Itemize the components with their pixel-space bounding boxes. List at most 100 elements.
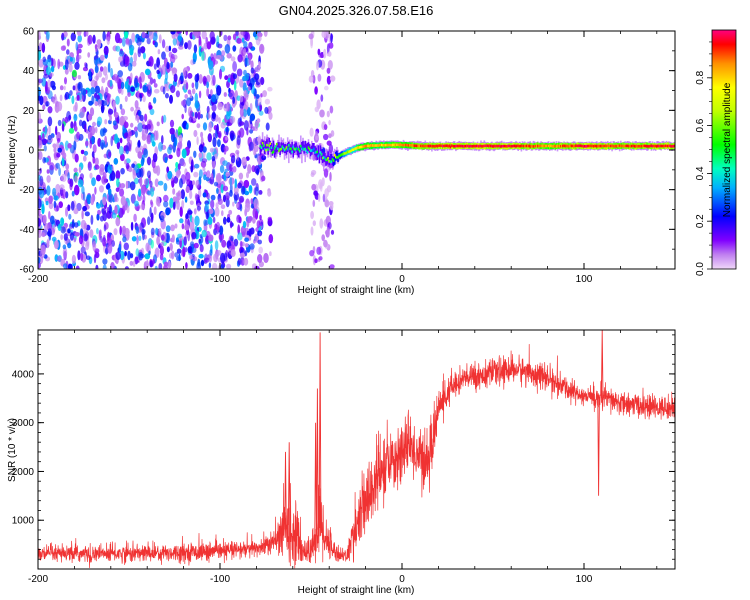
heatmap-noise-cell <box>226 263 232 269</box>
heatmap-noise-cell <box>150 216 154 223</box>
heatmap-signal-core <box>394 143 396 147</box>
heatmap-noise-cell <box>95 264 99 269</box>
snr-spike <box>316 388 319 530</box>
heatmap-signal-core <box>625 144 628 148</box>
heatmap-signal-core <box>567 145 570 148</box>
heatmap-noise-cell <box>155 130 159 141</box>
heatmap-noise-cell <box>212 137 217 148</box>
heatmap-noise-cell <box>170 85 176 94</box>
heatmap-noise-cell <box>246 216 252 224</box>
heatmap-noise-cell <box>176 147 181 158</box>
heatmap-noise-cell <box>108 193 114 203</box>
heatmap-noise-cell <box>249 113 256 121</box>
heatmap-noise-cell <box>192 88 196 95</box>
heatmap-noise-cell <box>230 235 234 242</box>
heatmap-noise-cell <box>39 175 44 187</box>
heatmap-noise-cell <box>149 108 155 116</box>
colorbar-tick-label: 0.0 <box>695 262 706 276</box>
heatmap-noise-cell <box>41 232 46 238</box>
snr-spike <box>597 397 600 496</box>
heatmap-noise-cell <box>177 233 183 239</box>
heatmap-noise-cell <box>124 55 130 67</box>
heatmap-noise-cell <box>221 239 227 248</box>
heatmap-signal-body <box>296 146 299 156</box>
heatmap-noise-cell <box>264 106 269 114</box>
heatmap-noise-cell <box>102 127 107 136</box>
heatmap-noise-cell <box>211 94 217 103</box>
heatmap-noise-cell <box>84 211 90 217</box>
heatmap-noise-cell <box>56 138 61 143</box>
heatmap-noise-cell <box>206 81 210 89</box>
heatmap-noise-cell <box>134 200 139 207</box>
heatmap-y-axis: -60 -40 -20 0 20 40 60 <box>20 27 675 276</box>
heatmap-noise-cell <box>120 81 125 90</box>
heatmap-noise-cell <box>258 96 262 106</box>
heatmap-signal-body <box>330 153 333 163</box>
heatmap-signal-core <box>506 145 508 148</box>
heatmap-noise-cell <box>68 263 73 269</box>
heatmap-signal-core <box>660 144 662 148</box>
heatmap-noise-cell <box>60 45 66 51</box>
heatmap-noise-cell <box>144 178 149 186</box>
heatmap-noise-cell <box>202 122 208 131</box>
heatmap-signal-core <box>365 144 368 148</box>
heatmap-noise-cell <box>135 248 140 257</box>
heatmap-noise-cell <box>54 240 59 250</box>
heatmap-noise-cell <box>119 250 125 261</box>
heatmap-signal-core <box>395 143 397 147</box>
heatmap-noise-cell <box>133 52 138 63</box>
heatmap-signal-core <box>496 144 499 148</box>
heatmap-noise-cell <box>259 104 263 111</box>
heatmap-noise-cell <box>168 45 172 52</box>
heatmap-signal-core <box>542 144 545 148</box>
heatmap-noise-cell <box>178 45 184 50</box>
heatmap-noise-cell <box>254 265 260 269</box>
heatmap-noise-cell <box>329 264 335 269</box>
heatmap-noise-cell <box>230 249 236 257</box>
heatmap-noise-cell <box>198 35 202 46</box>
heatmap-signal-core <box>598 144 600 148</box>
heatmap-noise-cell <box>254 210 259 220</box>
heatmap-noise-cell <box>124 95 128 102</box>
heatmap-signal-core <box>472 144 475 148</box>
heatmap-noise-cell <box>256 136 261 142</box>
heatmap-noise-cell <box>316 60 319 71</box>
heatmap-noise-cell <box>58 167 61 177</box>
heatmap-signal-core <box>392 143 395 147</box>
heatmap-noise-cell <box>159 253 164 261</box>
figure-title: GN04.2025.326.07.58.E16 <box>279 3 434 18</box>
heatmap-noise-cell <box>46 31 50 40</box>
heatmap-noise-cell <box>74 61 80 70</box>
heatmap-signal-core <box>430 144 432 148</box>
heatmap-signal-body <box>286 143 289 153</box>
heatmap-noise-cell <box>232 45 237 52</box>
heatmap-noise-cell <box>146 156 152 166</box>
heatmap-noise-cell <box>70 200 75 211</box>
heatmap-signal-core <box>274 145 277 148</box>
heatmap-signal-core <box>319 151 322 154</box>
heatmap-signal-core <box>433 145 435 148</box>
heatmap-signal-core <box>646 144 648 148</box>
heatmap-signal-core <box>515 145 517 148</box>
heatmap-noise-cell <box>139 176 143 187</box>
heatmap-noise-cell <box>98 71 103 78</box>
heatmap-noise-cell <box>312 199 316 207</box>
heatmap-noise-cell <box>177 163 181 171</box>
heatmap-signal-core <box>541 144 543 148</box>
heatmap-signal-core <box>615 145 618 148</box>
heatmap-noise-cell <box>172 37 177 46</box>
heatmap-signal-body <box>261 140 264 150</box>
heatmap-noise-cell <box>67 172 70 181</box>
heatmap-noise-cell <box>59 184 65 190</box>
heatmap-signal-core <box>314 151 316 154</box>
heatmap-noise-cell <box>38 42 43 52</box>
heatmap-signal-core <box>343 152 346 155</box>
heatmap-signal-core <box>326 158 328 161</box>
heatmap-noise-cell <box>323 48 327 59</box>
heatmap-noise-cell <box>210 173 214 180</box>
heatmap-noise-cell <box>185 31 188 36</box>
heatmap-noise-cell <box>95 252 100 259</box>
heatmap-noise-cell <box>170 132 176 143</box>
heatmap-noise-cell <box>257 35 262 42</box>
